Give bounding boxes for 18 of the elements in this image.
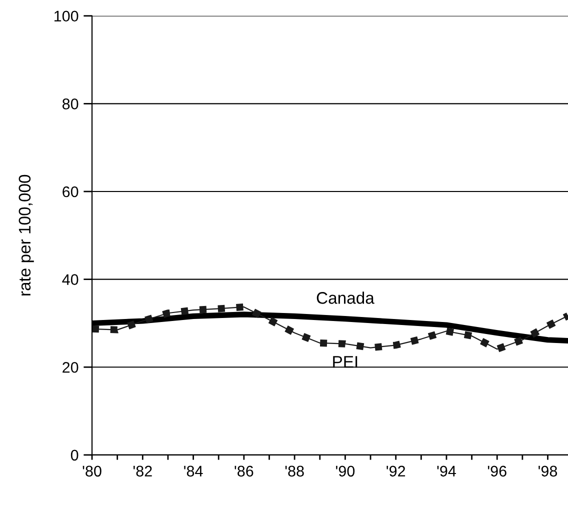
y-tick-label: 80 [62, 98, 78, 110]
y-tick-label: 100 [54, 10, 78, 22]
y-tick-label: 60 [62, 186, 78, 198]
x-tick-label: '84 [184, 466, 203, 477]
x-tick-label: '80 [82, 466, 102, 477]
x-tick-label: '90 [336, 466, 355, 477]
x-tick-label: '86 [234, 466, 254, 477]
x-tick-label: '98 [538, 466, 558, 477]
x-tick-label: '92 [386, 466, 406, 477]
y-tick-label: 20 [62, 362, 78, 373]
x-tick-label: '96 [488, 466, 506, 477]
x-tick-label: '94 [437, 466, 456, 477]
y-tick-label: 0 [70, 450, 78, 461]
y-tick-label: 40 [62, 274, 78, 285]
x-tick-label: '88 [285, 466, 304, 477]
x-tick-label: '82 [133, 466, 152, 477]
y-axis-title: rate per 100,000 [18, 174, 34, 296]
series-label: Canada [316, 292, 374, 304]
